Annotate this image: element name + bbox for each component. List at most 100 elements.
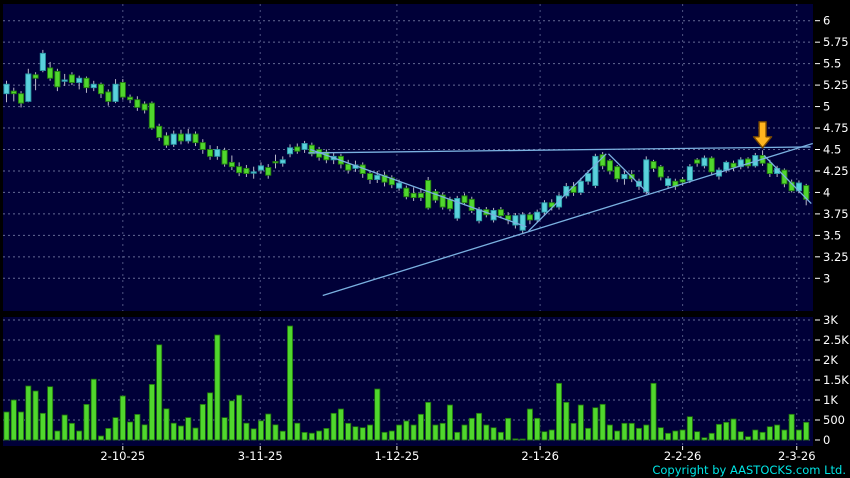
candle-up	[214, 149, 221, 157]
volume-bar	[192, 427, 199, 441]
candle-up	[76, 77, 83, 83]
price-axis-label: 4.75	[823, 121, 849, 135]
candle-down	[403, 187, 410, 198]
price-axis-label: 3.75	[823, 207, 849, 221]
volume-bar	[403, 420, 410, 441]
volume-bar	[308, 432, 315, 441]
candle-down	[766, 162, 773, 174]
candle-down	[381, 174, 388, 183]
volume-bar	[723, 421, 730, 441]
volume-bar	[556, 382, 563, 441]
candle-down	[461, 195, 468, 204]
candle-up	[250, 171, 257, 174]
candle-up	[279, 159, 286, 164]
volume-bar	[490, 427, 497, 441]
volume-axis-label: 1K	[823, 393, 838, 407]
price-axis-label: 4.25	[823, 164, 849, 178]
candle-up	[454, 197, 461, 219]
candle-down	[272, 161, 279, 164]
candle-up	[519, 214, 526, 231]
volume-bar	[577, 404, 584, 441]
candle-down	[417, 192, 424, 199]
candle-up	[512, 215, 519, 226]
price-axis-label: 3	[823, 271, 830, 285]
volume-bar	[715, 423, 722, 441]
volume-bar	[497, 431, 504, 441]
candle-down	[294, 146, 301, 152]
volume-bar	[250, 428, 257, 441]
volume-bar	[39, 412, 46, 441]
trendline	[528, 153, 607, 232]
trendline	[308, 146, 811, 154]
candle-down	[236, 166, 243, 174]
candle-down	[425, 179, 432, 209]
date-axis-label: 3-11-25	[238, 449, 283, 463]
date-axis-label: 2-2-26	[664, 449, 702, 463]
candle-up	[585, 173, 592, 182]
volume-bar	[61, 414, 68, 441]
volume-bar	[374, 388, 381, 441]
volume-bar	[112, 417, 119, 441]
volume-bar	[32, 390, 39, 441]
candle-up	[476, 209, 483, 222]
volume-bar	[330, 412, 337, 441]
candle-down	[83, 77, 90, 89]
volume-bar	[410, 424, 417, 441]
volume-bar	[483, 424, 490, 441]
volume-bar	[177, 425, 184, 441]
volume-bar	[657, 427, 664, 441]
candle-down	[221, 149, 228, 165]
volume-bar	[214, 334, 221, 441]
volume-bar	[236, 394, 243, 441]
volume-axis: 3K 2.5K 2K 1.5K 1K 500 0	[815, 313, 849, 447]
candle-up	[534, 211, 541, 221]
volume-bar	[446, 404, 453, 441]
volume-bar	[352, 426, 359, 441]
volume-bar	[592, 407, 599, 441]
price-axis-label: 6	[823, 14, 830, 28]
volume-bar	[476, 412, 483, 441]
volume-bar	[301, 431, 308, 441]
volume-bar	[279, 430, 286, 441]
candle-down	[163, 135, 170, 146]
candle-down	[345, 163, 352, 171]
volume-bar	[170, 422, 177, 441]
candle-down	[47, 67, 54, 79]
candle-down	[679, 179, 686, 183]
volume-bar	[119, 395, 126, 441]
price-axis-label: 5.5	[823, 57, 841, 71]
volume-bar	[381, 431, 388, 441]
candle-up	[701, 157, 708, 167]
volume-bar	[134, 413, 141, 441]
candle-down	[439, 194, 446, 208]
x-axis-labels: 2-10-25 3-11-25 1-12-25 2-1-26 2-2-26 2-3-26	[100, 446, 816, 463]
volume-bar	[461, 424, 468, 441]
candle-down	[127, 96, 134, 101]
price-axis-label: 3.5	[823, 228, 841, 242]
candle-up	[665, 178, 672, 187]
candle-down	[105, 91, 112, 102]
volume-bar	[614, 430, 621, 441]
volume-bar	[105, 427, 112, 441]
volume-axis-label: 0	[823, 433, 830, 447]
candle-up	[643, 159, 650, 193]
candle-down	[526, 214, 533, 221]
volume-bar	[635, 427, 642, 441]
volume-bar	[243, 422, 250, 441]
volume-bar	[650, 382, 657, 441]
volume-bar	[287, 325, 294, 441]
volume-bar	[54, 430, 61, 441]
candle-down	[694, 159, 701, 164]
volume-bar	[781, 429, 788, 441]
volume-bar	[316, 430, 323, 441]
volume-bar	[774, 424, 781, 441]
price-axis-label: 5.25	[823, 78, 849, 92]
volume-axis-label: 1.5K	[823, 373, 849, 387]
volume-bar	[694, 431, 701, 441]
volume-bar	[388, 430, 395, 441]
volume-bar	[665, 432, 672, 441]
candle-down	[228, 161, 235, 168]
trendline	[322, 142, 813, 297]
